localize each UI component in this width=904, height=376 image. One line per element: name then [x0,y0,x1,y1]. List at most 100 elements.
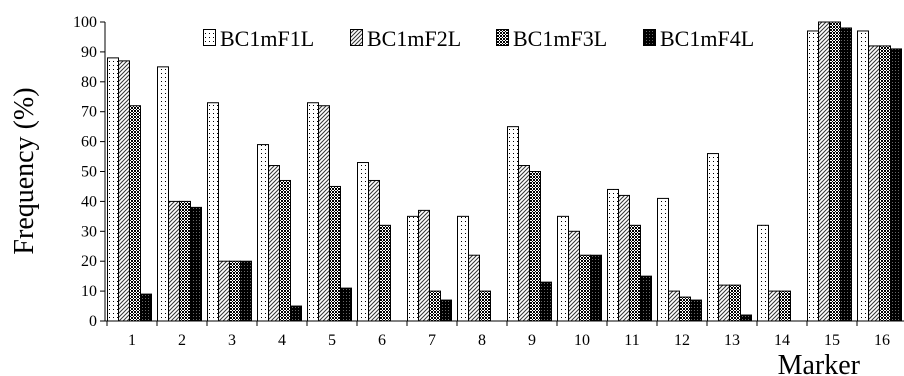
bar-BC1mF3L-13 [729,284,741,322]
bar-BC1mF3L-1 [129,105,141,322]
y-tick-label: 30 [81,223,97,240]
legend-label: BC1mF3L [513,26,607,51]
bar-BC1mF4L-1 [140,293,152,322]
x-tick-label: 14 [774,332,790,349]
legend-label: BC1mF2L [367,26,461,51]
bar-BC1mF4L-16 [890,48,902,322]
bar-BC1mF3L-9 [529,171,541,322]
bar-BC1mF3L-6 [379,224,391,322]
bar-BC1mF2L-6 [368,179,380,322]
x-tick-label: 13 [724,332,740,349]
x-tick-label: 12 [674,332,690,349]
bar-BC1mF4L-9 [540,281,552,322]
bar-BC1mF1L-11 [607,188,619,322]
bar-BC1mF2L-15 [818,21,830,322]
bar-BC1mF2L-5 [318,105,330,322]
bar-BC1mF1L-9 [507,126,519,322]
bar-BC1mF1L-7 [407,215,419,322]
bar-BC1mF1L-16 [857,30,869,322]
y-tick-label: 0 [89,313,97,330]
bar-BC1mF3L-8 [479,290,491,322]
bar-BC1mF1L-5 [307,102,319,322]
bar-BC1mF1L-6 [357,162,369,322]
bar-BC1mF1L-14 [757,224,769,322]
x-tick-label: 6 [378,332,386,349]
bar-BC1mF3L-12 [679,296,691,322]
bar-BC1mF1L-4 [257,144,269,322]
bar-BC1mF4L-10 [590,254,602,322]
bar-BC1mF1L-2 [157,66,169,322]
y-axis-title: Frequency (%) [9,87,40,254]
y-tick-label: 60 [81,134,97,151]
x-axis-title: Marker [778,350,861,376]
x-tick-label: 7 [428,332,436,349]
bar-BC1mF2L-3 [218,260,230,322]
bar-BC1mF4L-12 [690,299,702,322]
bar-BC1mF1L-3 [207,102,219,322]
bar-BC1mF3L-16 [879,45,891,322]
legend-swatch [643,29,656,46]
bar-BC1mF3L-3 [229,260,241,322]
bar-BC1mF4L-3 [240,260,252,322]
legend: BC1mF1L BC1mF2L BC1mF3L BC1mF4L [203,26,754,51]
legend-label: BC1mF1L [220,26,314,51]
legend-label: BC1mF4L [660,26,754,51]
legend-swatch [496,29,509,46]
bar-BC1mF2L-12 [668,290,680,322]
x-tick-label: 3 [228,332,236,349]
y-tick-label: 100 [73,14,97,31]
bar-BC1mF4L-2 [190,206,202,322]
x-tick-label: 10 [574,332,590,349]
bar-BC1mF1L-1 [107,57,119,322]
bar-BC1mF3L-10 [579,254,591,322]
x-tick-label: 5 [328,332,336,349]
bar-BC1mF3L-11 [629,224,641,322]
bar-BC1mF4L-11 [640,275,652,322]
bar-BC1mF3L-15 [829,21,841,322]
legend-swatch [203,29,216,46]
bars [107,21,902,322]
bar-BC1mF2L-11 [618,194,630,322]
bar-BC1mF2L-2 [168,200,180,322]
bar-BC1mF1L-12 [657,197,669,322]
x-tick-label: 11 [624,332,639,349]
bar-BC1mF2L-7 [418,209,430,322]
x-tick-label: 9 [528,332,536,349]
x-tick-label: 1 [128,332,136,349]
bar-BC1mF2L-13 [718,284,730,322]
x-tick-label: 2 [178,332,186,349]
y-tick-label: 80 [81,74,97,91]
bar-BC1mF2L-8 [468,254,480,322]
bar-BC1mF1L-15 [807,30,819,322]
bar-BC1mF3L-4 [279,179,291,322]
x-tick-label: 8 [478,332,486,349]
bar-BC1mF2L-10 [568,230,580,322]
bar-BC1mF3L-14 [779,290,791,322]
y-tick-label: 90 [81,44,97,61]
bar-BC1mF2L-9 [518,165,530,322]
x-ticks: 1 2 3 4 5 6 7 8 9 10 11 12 13 14 15 16 [106,321,890,349]
bar-BC1mF4L-7 [440,299,452,322]
x-tick-label: 15 [824,332,840,349]
bar-BC1mF4L-5 [340,287,352,322]
bar-BC1mF1L-10 [557,215,569,322]
y-tick-label: 70 [81,104,97,121]
y-tick-label: 20 [81,253,97,270]
bar-BC1mF1L-13 [707,153,719,322]
legend-swatch [350,29,363,46]
bar-BC1mF3L-5 [329,185,341,322]
x-tick-label: 4 [278,332,286,349]
bar-BC1mF2L-16 [868,45,880,322]
y-tick-label: 10 [81,283,97,300]
x-tick-label: 16 [874,332,890,349]
bar-BC1mF3L-7 [429,290,441,322]
bar-BC1mF1L-8 [457,215,469,322]
y-tick-label: 50 [81,164,97,181]
bar-BC1mF4L-13 [740,314,752,322]
bar-BC1mF2L-4 [268,165,280,322]
y-ticks: 0 10 20 30 40 50 60 70 80 90 100 [73,14,105,330]
bar-BC1mF4L-4 [290,305,302,322]
bar-BC1mF2L-1 [118,60,130,322]
bar-BC1mF3L-2 [179,200,191,322]
